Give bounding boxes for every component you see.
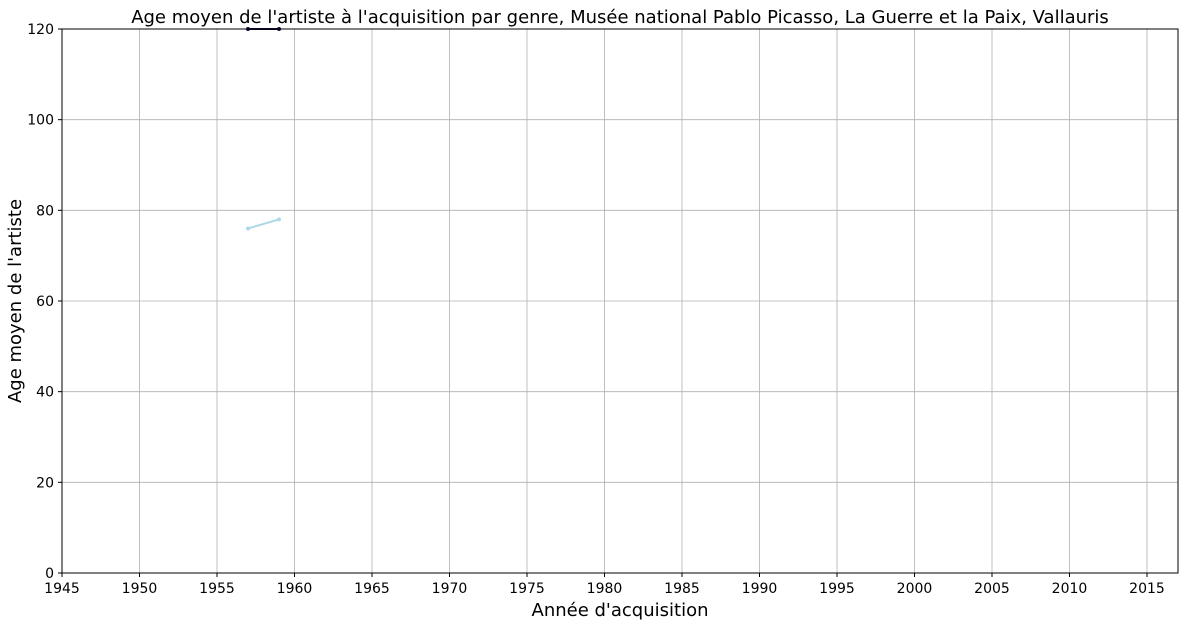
chart-title: Age moyen de l'artiste à l'acquisition p… xyxy=(131,7,1109,28)
x-tick-label: 1975 xyxy=(509,581,545,597)
x-tick-label: 1945 xyxy=(44,581,80,597)
x-tick-label: 1950 xyxy=(122,581,158,597)
x-tick-label: 2000 xyxy=(897,581,933,597)
data-point xyxy=(246,226,250,231)
y-tick-label: 60 xyxy=(36,294,54,310)
x-axis-label: Année d'acquisition xyxy=(532,600,709,621)
x-tick-label: 1980 xyxy=(587,581,623,597)
x-tick-label: 1990 xyxy=(742,581,778,597)
y-tick-label: 120 xyxy=(27,22,54,38)
series-line-1 xyxy=(247,218,280,230)
x-tick-label: 2010 xyxy=(1052,581,1088,597)
y-tick-label: 20 xyxy=(36,475,54,491)
series-layer xyxy=(246,27,281,231)
x-axis-ticks: 1945 1950 1955 1960 1965 1970 1975 1980 1985 1990… xyxy=(44,573,1165,597)
y-axis-ticks: 0 20 40 60 80 100 120 xyxy=(27,22,62,582)
x-tick-label: 1965 xyxy=(354,581,390,597)
x-tick-label: 1985 xyxy=(664,581,700,597)
gridlines xyxy=(61,28,1178,574)
x-tick-label: 1955 xyxy=(199,581,235,597)
y-axis-label: Age moyen de l'artiste xyxy=(5,199,26,403)
y-tick-label: 40 xyxy=(36,385,54,401)
x-tick-label: 1970 xyxy=(432,581,468,597)
y-tick-label: 100 xyxy=(27,113,54,129)
x-tick-label: 1995 xyxy=(819,581,855,597)
x-tick-label: 2005 xyxy=(974,581,1010,597)
x-tick-label: 1960 xyxy=(277,581,313,597)
data-point xyxy=(277,217,281,222)
y-tick-label: 80 xyxy=(36,203,54,219)
y-tick-label: 0 xyxy=(45,566,54,582)
x-tick-label: 2015 xyxy=(1129,581,1165,597)
